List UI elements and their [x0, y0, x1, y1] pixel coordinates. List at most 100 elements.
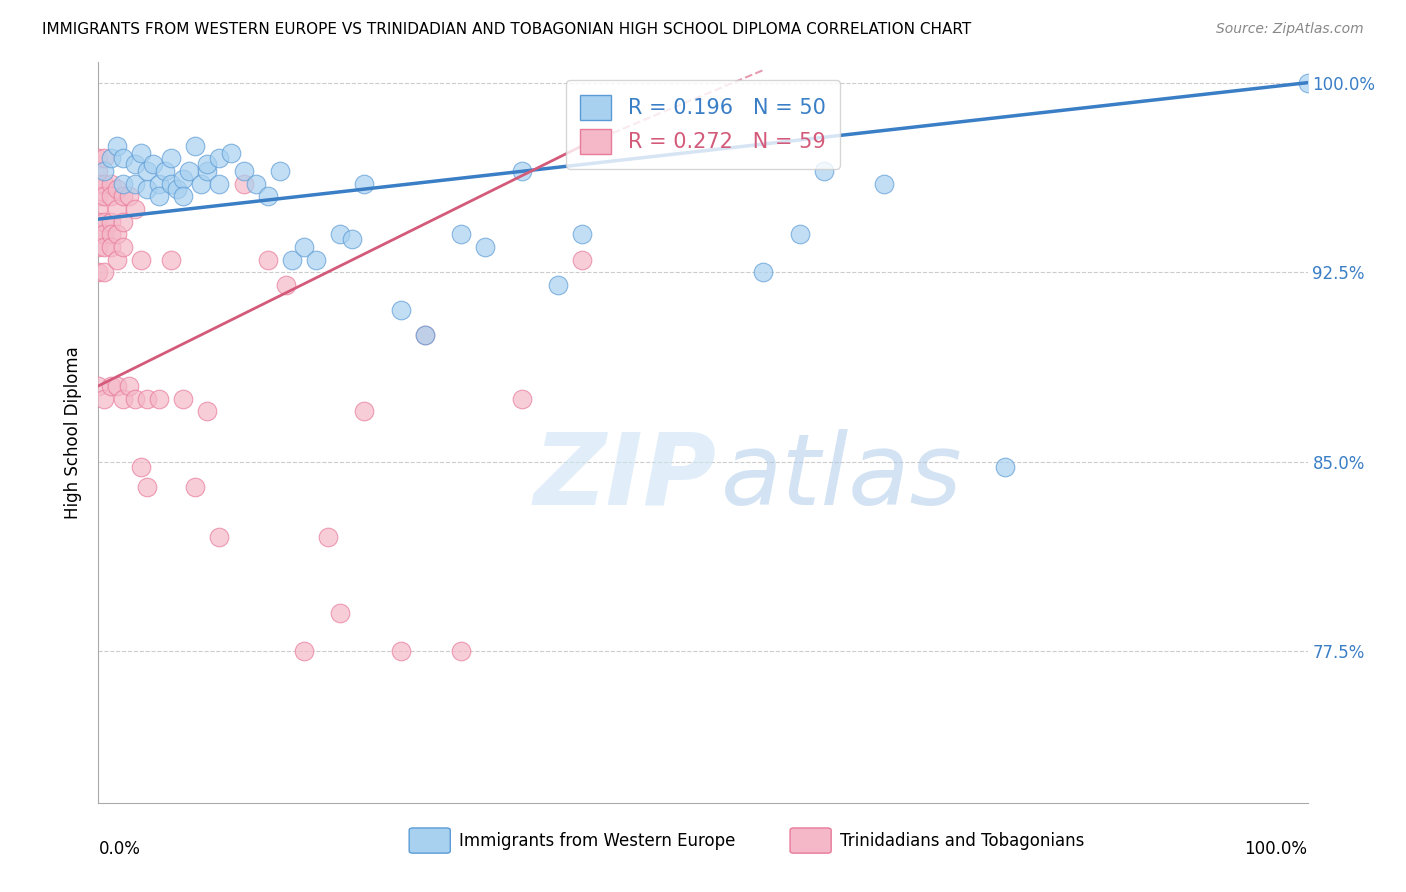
Point — [124, 156, 146, 170]
Point — [105, 138, 128, 153]
Point — [316, 531, 339, 545]
Point — [172, 189, 194, 203]
Point — [135, 182, 157, 196]
Point — [129, 146, 152, 161]
Point — [813, 164, 835, 178]
Point — [160, 177, 183, 191]
Point — [221, 146, 243, 161]
Point — [450, 644, 472, 658]
Point — [105, 379, 128, 393]
Point — [129, 252, 152, 267]
Point — [342, 232, 364, 246]
Point — [245, 177, 267, 191]
Point — [100, 214, 122, 228]
Point — [208, 152, 231, 166]
Text: Source: ZipAtlas.com: Source: ZipAtlas.com — [1216, 22, 1364, 37]
Point — [329, 227, 352, 242]
Point — [135, 392, 157, 406]
Point — [124, 177, 146, 191]
Point — [510, 392, 533, 406]
Point — [105, 202, 128, 216]
Point — [148, 392, 170, 406]
Point — [148, 177, 170, 191]
Point — [100, 227, 122, 242]
Point — [413, 328, 436, 343]
Point — [105, 182, 128, 196]
Point — [184, 138, 207, 153]
Point — [148, 189, 170, 203]
Point — [195, 156, 218, 170]
Point — [87, 177, 110, 191]
Point — [111, 214, 134, 228]
Point — [118, 189, 141, 203]
Point — [389, 644, 412, 658]
Point — [100, 379, 122, 393]
Point — [142, 156, 165, 170]
Text: Trinidadians and Tobagonians: Trinidadians and Tobagonians — [839, 831, 1084, 849]
Point — [135, 480, 157, 494]
Point — [208, 177, 231, 191]
Point — [873, 177, 896, 191]
Point — [87, 152, 110, 166]
Point — [571, 252, 593, 267]
Point — [100, 189, 122, 203]
Point — [256, 189, 278, 203]
Point — [124, 202, 146, 216]
Point — [87, 379, 110, 393]
Point — [93, 240, 115, 254]
Point — [353, 177, 375, 191]
Point — [179, 164, 201, 178]
Point — [93, 164, 115, 178]
Text: atlas: atlas — [721, 428, 963, 525]
Point — [510, 164, 533, 178]
Point — [274, 277, 297, 292]
Point — [195, 404, 218, 418]
Point — [105, 227, 128, 242]
Point — [184, 480, 207, 494]
Point — [292, 644, 315, 658]
Point — [111, 189, 134, 203]
Legend: R = 0.196   N = 50, R = 0.272   N = 59: R = 0.196 N = 50, R = 0.272 N = 59 — [565, 80, 841, 169]
Point — [232, 164, 254, 178]
Point — [450, 227, 472, 242]
Text: IMMIGRANTS FROM WESTERN EUROPE VS TRINIDADIAN AND TOBAGONIAN HIGH SCHOOL DIPLOMA: IMMIGRANTS FROM WESTERN EUROPE VS TRINID… — [42, 22, 972, 37]
Point — [232, 177, 254, 191]
Point — [474, 240, 496, 254]
Point — [87, 202, 110, 216]
Point — [93, 189, 115, 203]
Point — [93, 392, 115, 406]
Point — [135, 164, 157, 178]
Point — [571, 227, 593, 242]
Point — [93, 265, 115, 279]
Point — [389, 303, 412, 318]
Point — [100, 177, 122, 191]
Point — [172, 392, 194, 406]
Point — [100, 152, 122, 166]
Text: 0.0%: 0.0% — [98, 840, 141, 858]
Point — [190, 177, 212, 191]
Point — [789, 227, 811, 242]
Point — [111, 392, 134, 406]
Point — [1296, 76, 1319, 90]
Point — [118, 379, 141, 393]
Point — [547, 277, 569, 292]
Point — [281, 252, 304, 267]
Point — [353, 404, 375, 418]
Point — [994, 459, 1017, 474]
Point — [87, 227, 110, 242]
Point — [93, 152, 115, 166]
Point — [292, 240, 315, 254]
FancyBboxPatch shape — [790, 828, 831, 853]
Text: Immigrants from Western Europe: Immigrants from Western Europe — [458, 831, 735, 849]
Point — [87, 240, 110, 254]
Point — [87, 265, 110, 279]
Point — [172, 171, 194, 186]
Point — [111, 240, 134, 254]
Point — [93, 177, 115, 191]
Point — [256, 252, 278, 267]
Point — [87, 164, 110, 178]
Point — [100, 240, 122, 254]
Point — [87, 214, 110, 228]
Point — [269, 164, 291, 178]
Point — [111, 177, 134, 191]
